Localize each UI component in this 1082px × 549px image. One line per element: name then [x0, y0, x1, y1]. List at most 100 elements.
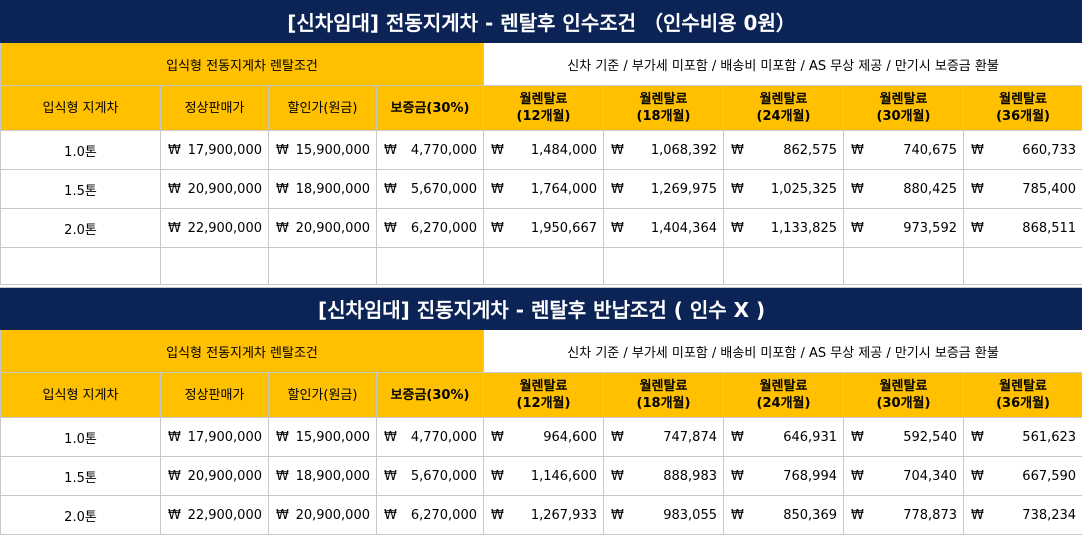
column-header: 보증금(30%) [376, 372, 484, 418]
column-header-line: 정상판매가 [184, 387, 245, 403]
amount: 1,068,392 [650, 142, 717, 158]
column-header: 입식형 지게차 [0, 372, 161, 418]
money-value: ₩1,025,325 [725, 182, 843, 197]
column-header: 월렌탈료 (36개월) [962, 372, 1082, 418]
column-header: 월렌탈료 (12개월) [483, 372, 604, 418]
price-cell-m30: ₩592,540 [843, 417, 964, 457]
column-header-line: 월렌탈료 [759, 92, 808, 107]
column-header: 월렌탈료 (24개월) [723, 372, 844, 418]
amount: 973,592 [903, 220, 957, 236]
won-symbol: ₩ [168, 429, 181, 445]
amount: 18,900,000 [295, 181, 370, 197]
won-symbol: ₩ [384, 142, 397, 158]
column-header-line: 월렌탈료 [519, 379, 568, 394]
money-value: ₩738,234 [965, 507, 1082, 523]
amount: 738,234 [1022, 507, 1077, 523]
column-header-line: 월렌탈료 [879, 379, 928, 394]
price-cell-discount-price: ₩18,900,000 [268, 169, 377, 209]
amount: 1,404,364 [650, 220, 717, 236]
money-value: ₩20,900,000 [270, 508, 376, 523]
amount: 20,900,000 [295, 220, 370, 236]
price-cell-deposit: ₩5,670,000 [376, 169, 484, 209]
price-cell-m12: ₩1,267,933 [483, 495, 604, 535]
price-cell-discount-price: ₩15,900,000 [268, 417, 377, 457]
column-header: 월렌탈료 (24개월) [723, 85, 844, 131]
price-cell-m24: ₩646,931 [723, 417, 844, 457]
money-value: ₩17,900,000 [162, 429, 268, 445]
amount: 646,931 [783, 429, 837, 445]
won-symbol: ₩ [384, 468, 397, 484]
blank-cell [603, 247, 724, 285]
money-value: ₩6,270,000 [378, 220, 483, 236]
price-cell-m30: ₩704,340 [843, 456, 964, 496]
column-header: 월렌탈료 (18개월) [603, 85, 724, 131]
money-value: ₩1,146,600 [485, 469, 603, 484]
price-cell-discount-price: ₩20,900,000 [268, 208, 377, 248]
money-value: ₩660,733 [965, 143, 1082, 158]
money-value: ₩1,269,975 [605, 182, 723, 197]
won-symbol: ₩ [731, 507, 744, 523]
amount: 20,900,000 [187, 181, 262, 197]
price-cell-m30: ₩973,592 [843, 208, 964, 248]
won-symbol: ₩ [276, 181, 289, 197]
amount: 983,055 [663, 507, 717, 523]
won-symbol: ₩ [851, 142, 864, 158]
price-cell-m18: ₩888,983 [603, 456, 724, 496]
price-cell-m30: ₩740,675 [843, 130, 964, 170]
money-value: ₩868,511 [965, 220, 1082, 236]
money-value: ₩983,055 [605, 507, 723, 523]
money-value: ₩561,623 [965, 430, 1082, 445]
money-value: ₩20,900,000 [270, 220, 376, 236]
won-symbol: ₩ [276, 142, 289, 158]
won-symbol: ₩ [611, 142, 624, 158]
column-header-line: 입식형 지게차 [42, 100, 119, 116]
amount: 6,270,000 [410, 220, 477, 236]
column-header-line: 월렌탈료 [879, 92, 928, 107]
column-header-line: 월렌탈료 [639, 92, 688, 107]
blank-cell [160, 247, 269, 285]
column-header: 보증금(30%) [376, 85, 484, 131]
price-cell-list-price: ₩20,900,000 [160, 169, 269, 209]
table-row: 2.0톤 ₩22,900,000 ₩20,900,000 ₩6,270,000 ₩1,9… [0, 208, 1082, 248]
price-cell-m36: ₩667,590 [962, 456, 1082, 496]
section-title: [신차임대] 진동지게차 - 렌탈후 반납조건 ( 인수 X ) [0, 287, 1082, 330]
won-symbol: ₩ [491, 142, 504, 158]
won-symbol: ₩ [851, 507, 864, 523]
amount: 1,133,825 [770, 220, 837, 236]
amount: 22,900,000 [187, 507, 262, 523]
price-cell-m18: ₩747,874 [603, 417, 724, 457]
amount: 15,900,000 [295, 142, 370, 158]
column-header: 입식형 지게차 [0, 85, 161, 131]
money-value: ₩15,900,000 [270, 430, 376, 445]
money-value: ₩22,900,000 [162, 221, 268, 236]
money-value: ₩22,900,000 [162, 507, 268, 523]
price-cell-m36: ₩868,511 [962, 208, 1082, 248]
table-row: 2.0톤 ₩22,900,000 ₩20,900,000 ₩6,270,000 ₩1,2… [0, 495, 1082, 535]
blank-cell [962, 247, 1082, 285]
section-title: [신차임대] 전동지게차 - 렌탈후 인수조건 （인수비용 0원） [0, 0, 1082, 43]
price-cell-m12: ₩1,950,667 [483, 208, 604, 248]
model-name: 1.0톤 [0, 130, 161, 170]
column-header-line: 보증금(30%) [390, 387, 470, 403]
won-symbol: ₩ [971, 507, 984, 523]
money-value: ₩20,900,000 [162, 181, 268, 197]
money-value: ₩17,900,000 [162, 143, 268, 158]
money-value: ₩1,068,392 [605, 142, 723, 158]
money-value: ₩20,900,000 [162, 469, 268, 484]
amount: 6,270,000 [410, 507, 477, 523]
won-symbol: ₩ [276, 220, 289, 236]
blank-cell [268, 247, 377, 285]
column-header-line: 할인가(원금) [287, 100, 358, 116]
won-symbol: ₩ [971, 220, 984, 236]
price-cell-m24: ₩1,133,825 [723, 208, 844, 248]
blank-cell [843, 247, 964, 285]
column-header: 월렌탈료 (36개월) [962, 85, 1082, 131]
amount: 850,369 [783, 507, 837, 523]
money-value: ₩18,900,000 [270, 469, 376, 484]
model-name: 2.0톤 [0, 495, 161, 535]
column-header: 월렌탈료 (30개월) [843, 85, 964, 131]
won-symbol: ₩ [611, 507, 624, 523]
won-symbol: ₩ [384, 220, 397, 236]
won-symbol: ₩ [971, 181, 984, 197]
rental-table: [신차임대] 전동지게차 - 렌탈후 인수조건 （인수비용 0원） 입식형 전동지… [0, 0, 1082, 535]
